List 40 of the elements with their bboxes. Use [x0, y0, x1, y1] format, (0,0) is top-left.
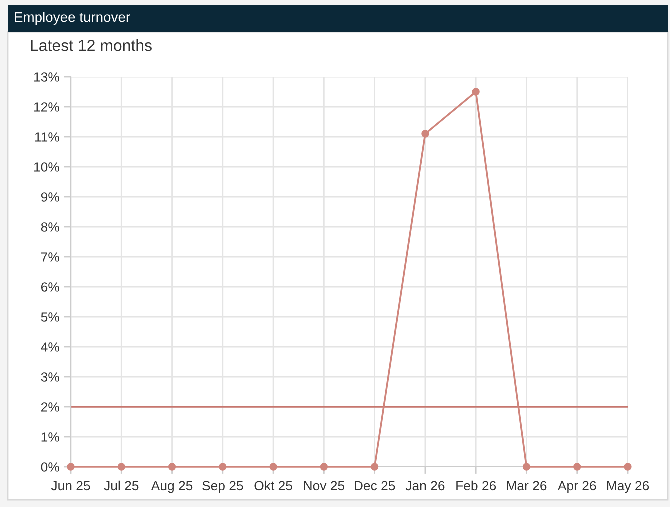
y-tick-label: 13% [34, 72, 60, 82]
y-tick-label: 2% [41, 402, 60, 412]
x-tick-label: Sep 25 [202, 481, 244, 494]
point [472, 88, 480, 96]
point [270, 463, 278, 471]
chart-subtitle: Latest 12 months [31, 40, 152, 52]
x-tick-label: Okt 25 [254, 480, 292, 491]
x-tick-label: May 26 [607, 481, 650, 494]
point [67, 463, 75, 471]
y-tick-label: 6% [41, 282, 60, 292]
y-tick-label: 12% [34, 102, 60, 112]
point [320, 463, 328, 471]
y-tick-label: 9% [41, 192, 60, 202]
x-tick-label: Dec 25 [355, 481, 396, 491]
point [422, 130, 430, 138]
point [118, 463, 126, 471]
x-tick-label: Mar 26 [507, 481, 547, 491]
y-tick-label: 10% [34, 162, 60, 172]
point [371, 463, 379, 471]
x-tick-label: Jul 25 [104, 480, 139, 491]
x-tick-label: Feb 26 [456, 480, 496, 491]
y-tick-label: 0% [41, 462, 60, 472]
point [574, 463, 582, 471]
y-tick-label: 4% [41, 342, 60, 352]
chart-title: Employee turnover [15, 12, 130, 25]
y-tick-label: 1% [42, 432, 60, 442]
point [219, 463, 227, 471]
x-tick-label: Nov 25 [304, 481, 345, 491]
y-tick-label: 11% [35, 132, 60, 142]
point [624, 463, 632, 471]
point [168, 463, 176, 471]
x-tick-label: Jan 26 [406, 481, 445, 491]
point [522, 463, 531, 471]
y-tick-label: 5% [41, 312, 60, 322]
y-tick-label: 8% [41, 222, 60, 232]
x-tick-label: Aug 25 [151, 481, 193, 494]
y-tick-label: 3% [41, 372, 60, 382]
y-tick-label: 7% [41, 252, 60, 262]
x-tick-label: Apr 26 [558, 481, 596, 494]
x-tick-label: Jun 25 [51, 481, 90, 491]
